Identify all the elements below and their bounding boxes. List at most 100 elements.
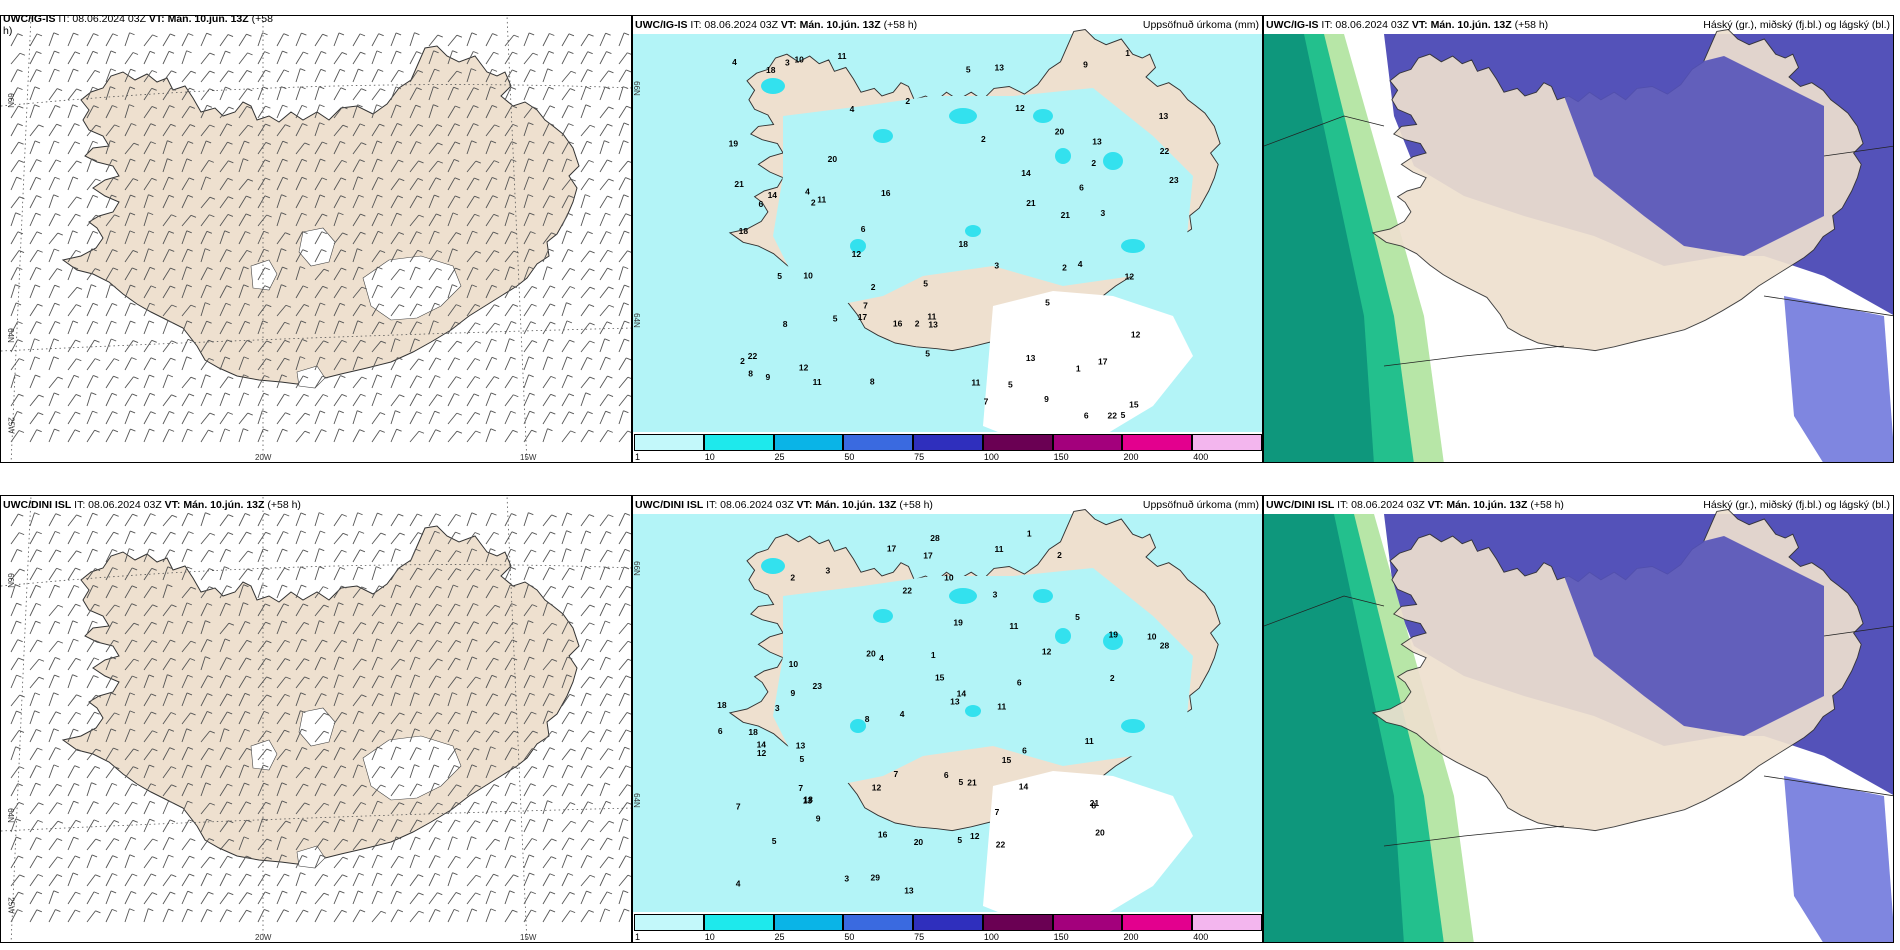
precip-value-label: 5 [959, 777, 964, 787]
precip-value-label: 5 [833, 314, 838, 324]
cloud-map [1264, 508, 1893, 942]
colorbar-tick: 150 [1053, 452, 1069, 462]
precip-value-label: 22 [1108, 411, 1118, 421]
precip-value-label: 2 [1062, 263, 1067, 273]
precip-value-label: 9 [816, 814, 821, 824]
precip-value-label: 17 [858, 312, 868, 322]
precip-value-label: 9 [766, 372, 771, 382]
precip-value-label: 11 [927, 312, 936, 322]
lon-label-15: 15W [520, 933, 537, 942]
precip-value-label: 22 [902, 585, 912, 595]
precip-value-label: 12 [1125, 271, 1135, 281]
colorbar-tick: 75 [914, 932, 925, 942]
precip-value-label: 6 [1022, 746, 1027, 756]
precip-value-label: 15 [1129, 400, 1139, 410]
precip-value-label: 14 [757, 739, 767, 749]
precip-value-label: 5 [1075, 612, 1080, 622]
precip-value-label: 22 [1160, 146, 1170, 156]
precip-value-label: 11 [997, 702, 1006, 712]
precip-value-label: 29 [870, 873, 880, 883]
wind-barbs [10, 512, 631, 923]
precip-panel-row2: UWC/DINI ISL IT: 08.06.2024 03Z VT: Mán.… [632, 495, 1263, 943]
precip-value-label: 4 [879, 653, 884, 663]
precip-value-label: 14 [768, 190, 778, 200]
precip-value-label: 21 [734, 179, 744, 189]
precip-value-label: 13 [1092, 137, 1102, 147]
precip-value-label: 7 [736, 801, 741, 811]
lat-label-66: 66N [5, 573, 15, 588]
precip-value-label: 3 [785, 57, 790, 67]
colorbar-tick: 400 [1193, 932, 1209, 942]
cloud-panel-title: UWC/DINI ISL IT: 08.06.2024 03Z VT: Mán.… [1266, 499, 1564, 511]
precip-value-label: 16 [881, 188, 891, 198]
precip-panel-subtitle: Uppsöfnuð úrkoma (mm) [1142, 19, 1259, 31]
precip-value-label: 1 [1125, 48, 1130, 58]
precip-value-label: 13 [803, 796, 813, 806]
precip-value-label: 2 [1057, 550, 1062, 560]
high-cloud-dark [1264, 514, 1404, 942]
mid-cloud-light [1784, 776, 1893, 942]
colorbar-swatch [982, 434, 1053, 451]
colorbar-swatch [773, 434, 844, 451]
colorbar-tick: 10 [704, 452, 715, 462]
precip-value-label: 18 [739, 226, 749, 236]
precip-value-label: 10 [794, 55, 804, 65]
precip-value-label: 3 [994, 260, 999, 270]
lat-label-64: 64N [5, 808, 15, 823]
precip-value-label: 10 [789, 659, 799, 669]
region-boundaries [1264, 595, 1893, 847]
precip-value-label: 13 [904, 885, 914, 895]
precip-value-label: 14 [957, 688, 967, 698]
precip-value-label: 9 [790, 688, 795, 698]
precip-value-label: 6 [944, 770, 949, 780]
precip-value-label: 12 [757, 748, 767, 758]
precip-value-label: 18 [766, 65, 776, 75]
precip-value-label: 11 [1009, 621, 1018, 631]
precip-value-label: 28 [930, 533, 940, 543]
precip-value-label: 6 [1084, 410, 1089, 420]
wind-panel-row1: UWC/IG-IS IT: 08.06.2024 03Z VT: Mán. 10… [0, 15, 632, 463]
precip-value-label: 15 [935, 672, 945, 682]
lat-label-66: 66N [632, 81, 641, 96]
precip-over-land [773, 88, 1193, 306]
precip-value-label: 6 [718, 726, 723, 736]
precip-value-label: 1 [1076, 364, 1081, 374]
precip-value-label: 18 [717, 700, 727, 710]
precip-value-label: 13 [1026, 353, 1036, 363]
precip-value-label: 17 [1098, 357, 1108, 367]
precip-value-label: 12 [799, 362, 809, 372]
precip-value-label: 10 [944, 572, 954, 582]
lon-label-20: 20W [255, 453, 272, 462]
cloud-map [1264, 28, 1893, 462]
wind-panel-title: UWC/IG-IS IT: 08.06.2024 03Z VT: Mán. 10… [3, 15, 273, 37]
precip-value-label: 18 [959, 239, 969, 249]
precip-value-label: 5 [957, 835, 962, 845]
colorbar-tick: 150 [1053, 932, 1069, 942]
colorbar-swatch [1052, 434, 1123, 451]
precip-value-label: 16 [893, 318, 903, 328]
precip-value-label: 13 [796, 741, 806, 751]
precip-value-label: 21 [1026, 198, 1036, 208]
precip-value-label: 2 [790, 573, 795, 583]
precip-value-label: 3 [993, 589, 998, 599]
precip-value-label: 19 [953, 618, 963, 628]
colorbar-tick: 200 [1123, 932, 1139, 942]
precip-value-label: 5 [1121, 410, 1126, 420]
precip-value-label: 5 [966, 64, 971, 74]
precip-value-label: 8 [865, 714, 870, 724]
wind-panel-row2: UWC/DINI ISL IT: 08.06.2024 03Z VT: Mán.… [0, 495, 632, 943]
colorbar-swatch [843, 434, 914, 451]
precip-value-label: 11 [995, 544, 1004, 554]
precip-value-label: 16 [878, 829, 888, 839]
precip-value-label: 21 [1090, 798, 1100, 808]
precip-value-label: 14 [1021, 168, 1031, 178]
precip-value-label: 19 [729, 139, 739, 149]
colorbar-swatch [1052, 914, 1123, 931]
precip-value-label: 11 [817, 194, 826, 204]
precip-panel-title: UWC/DINI ISL IT: 08.06.2024 03Z VT: Mán.… [635, 499, 933, 511]
precip-value-label: 28 [1160, 641, 1170, 651]
precip-value-label: 7 [984, 396, 989, 406]
precip-value-label: 8 [748, 368, 753, 378]
